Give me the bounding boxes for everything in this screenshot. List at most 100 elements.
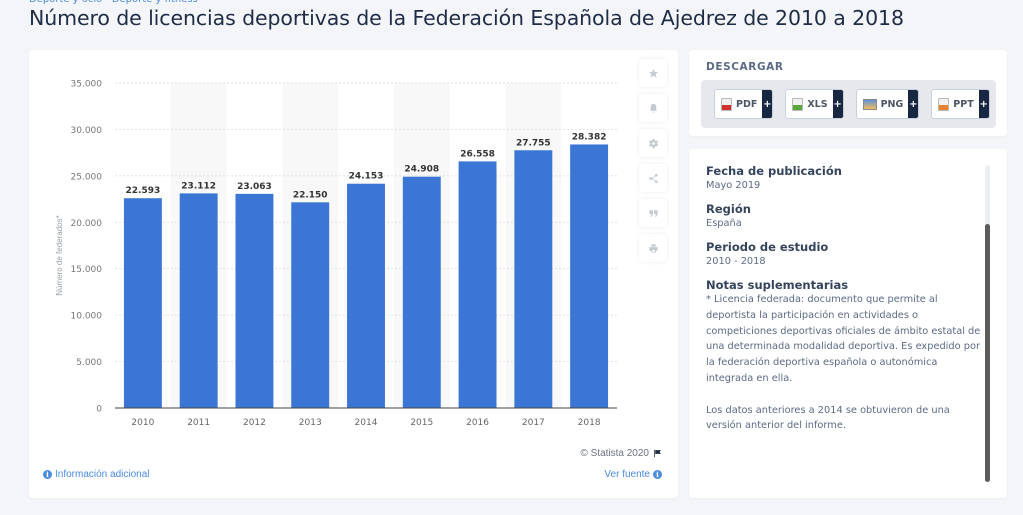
value-label: 23.112 [181, 181, 216, 191]
download-xls-button[interactable]: XLS + [785, 89, 844, 119]
x-tick-label: 2013 [299, 418, 322, 428]
download-card: DESCARGAR PDF + XLS + PNG + [689, 50, 1007, 136]
info-scrollbar-thumb[interactable] [985, 224, 990, 482]
download-ppt-options-button[interactable]: + [978, 90, 989, 118]
download-pdf-main: PDF [715, 90, 762, 118]
y-tick-label: 25.000 [71, 172, 103, 182]
download-ppt-label: PPT [953, 98, 974, 110]
quote-icon [648, 209, 658, 217]
copyright: © Statista 2020 [580, 448, 662, 459]
x-tick-label: 2018 [578, 418, 601, 428]
value-label: 24.908 [404, 165, 439, 175]
value-label: 28.382 [572, 132, 607, 142]
download-ppt-main: PPT [932, 90, 978, 118]
x-tick-label: 2010 [131, 418, 154, 428]
cite-button[interactable] [639, 199, 667, 227]
download-xls-main: XLS [786, 90, 832, 118]
y-tick-label: 10.000 [71, 312, 103, 322]
value-label: 24.153 [349, 172, 384, 182]
bar-chart: 0 5.000 10.000 15.000 20.000 25.000 30.000 35.0… [55, 80, 617, 428]
y-tick-label: 20.000 [71, 219, 103, 229]
view-source-link[interactable]: Ver fuente i [604, 469, 662, 480]
download-xls-label: XLS [807, 98, 828, 110]
x-tick-label: 2015 [410, 418, 433, 428]
bar [402, 176, 441, 408]
download-png-button[interactable]: PNG + [855, 89, 920, 119]
publication-date-label: Fecha de publicación [706, 164, 842, 178]
png-image-icon [862, 98, 877, 110]
chart-toolbar [639, 59, 667, 269]
download-ppt-button[interactable]: PPT + [931, 89, 990, 119]
y-tick-label: 15.000 [71, 265, 103, 275]
page-title: Número de licencias deportivas de la Fed… [29, 6, 904, 30]
copyright-text: © Statista 2020 [580, 448, 649, 459]
bar [458, 161, 497, 408]
info-content: Fecha de publicación Mayo 2019 Región Es… [706, 164, 981, 443]
info-scrollbar[interactable] [985, 165, 990, 482]
additional-info-link[interactable]: i Información adicional [43, 469, 150, 480]
bar [570, 144, 609, 408]
settings-button[interactable] [639, 129, 667, 157]
study-period-value: 2010 - 2018 [706, 256, 766, 267]
bar [123, 198, 162, 408]
download-xls-options-button[interactable]: + [832, 90, 843, 118]
download-title: DESCARGAR [706, 61, 784, 73]
region-label: Región [706, 202, 751, 216]
share-button[interactable] [639, 164, 667, 192]
download-pdf-button[interactable]: PDF + [714, 89, 774, 119]
download-pdf-label: PDF [736, 98, 758, 110]
share-icon [648, 173, 658, 183]
bar [179, 193, 218, 408]
x-tick-label: 2014 [355, 418, 378, 428]
x-tick-label: 2012 [243, 418, 266, 428]
value-label: 26.558 [460, 149, 495, 159]
chart-card: 0 5.000 10.000 15.000 20.000 25.000 30.000 35.0… [29, 50, 678, 498]
x-axis-tick-labels: 2010 2011 2012 2013 2014 2015 2016 2017 2018 [131, 418, 600, 428]
info-card: Fecha de publicación Mayo 2019 Región Es… [689, 149, 1007, 498]
x-tick-label: 2011 [187, 418, 210, 428]
star-icon [648, 68, 658, 78]
gear-icon [648, 138, 658, 148]
supplementary-notes-value: * Licencia federada: documento que permi… [706, 294, 981, 432]
info-icon: i [653, 470, 662, 479]
ppt-file-icon [938, 97, 950, 111]
print-button[interactable] [639, 234, 667, 262]
study-period-label: Periodo de estudio [706, 240, 829, 254]
download-png-main: PNG [857, 90, 909, 118]
value-label: 27.755 [516, 138, 551, 148]
download-png-label: PNG [880, 98, 904, 110]
y-tick-label: 35.000 [71, 80, 103, 90]
value-labels: 22.593 23.112 23.063 22.150 24.153 24.908 26.5… [126, 132, 607, 200]
download-pdf-options-button[interactable]: + [762, 90, 773, 118]
info-icon: i [43, 470, 52, 479]
printer-icon [648, 243, 658, 253]
bars [123, 144, 609, 408]
download-png-options-button[interactable]: + [908, 90, 919, 118]
favorite-button[interactable] [639, 59, 667, 87]
y-tick-label: 0 [96, 405, 102, 415]
flag-icon[interactable] [653, 449, 662, 458]
pdf-file-icon [721, 97, 732, 111]
breadcrumb[interactable]: Deporte y ocio · Deporte y fitness [29, 0, 198, 5]
supplementary-notes-label: Notas suplementarias [706, 278, 849, 292]
y-axis-label: Número de federados* [55, 215, 64, 296]
publication-date-value: Mayo 2019 [706, 180, 761, 191]
xls-file-icon [792, 97, 804, 111]
bar [514, 150, 553, 408]
x-tick-label: 2017 [522, 418, 545, 428]
view-source-label: Ver fuente [604, 469, 650, 480]
value-label: 23.063 [237, 182, 272, 192]
value-label: 22.593 [126, 186, 161, 196]
value-label: 22.150 [293, 190, 328, 200]
bar [235, 193, 274, 408]
additional-info-label: Información adicional [55, 469, 150, 480]
bell-icon [649, 103, 657, 113]
bar [291, 202, 330, 408]
x-tick-label: 2016 [466, 418, 489, 428]
alert-button[interactable] [639, 94, 667, 122]
region-value: España [706, 218, 742, 229]
y-axis-tick-labels: 0 5.000 10.000 15.000 20.000 25.000 30.000 35.0… [71, 80, 103, 415]
download-options: PDF + XLS + PNG + PPT + [701, 80, 996, 128]
bar [347, 183, 385, 408]
y-tick-label: 30.000 [71, 126, 103, 136]
